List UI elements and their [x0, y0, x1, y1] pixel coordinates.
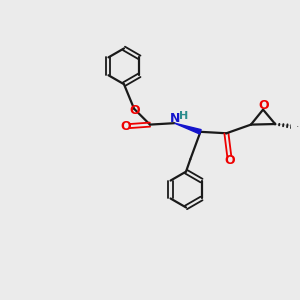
Text: O: O: [258, 99, 269, 112]
Text: O: O: [121, 119, 131, 133]
Text: O: O: [225, 154, 235, 167]
Text: me: me: [297, 126, 299, 127]
Text: N: N: [170, 112, 180, 125]
Text: H: H: [179, 111, 188, 121]
Text: O: O: [129, 104, 140, 117]
Polygon shape: [175, 123, 201, 134]
